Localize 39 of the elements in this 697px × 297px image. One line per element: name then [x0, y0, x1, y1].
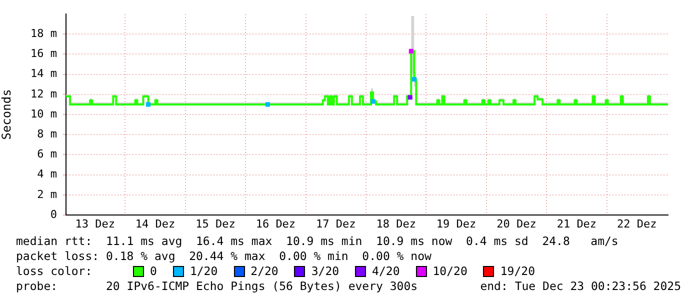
text: packet loss: 0.18 % avg 20.44 % max 0.00 % min 0.00 % now — [16, 249, 432, 264]
y-tick-label: 8 m — [37, 127, 58, 140]
x-tick-label: 13 Dez — [75, 217, 115, 230]
legend-title: loss color: — [16, 264, 94, 279]
legend-label: 19/20 — [500, 264, 535, 279]
y-tick-label: 2 m — [37, 188, 58, 201]
x-tick-label: 20 Dez — [496, 217, 536, 230]
x-tick-label: 18 Dez — [376, 217, 416, 230]
y-tick-label: 4 m — [37, 168, 58, 181]
legend-label: 1/20 — [190, 264, 218, 279]
x-tick-label: 15 Dez — [196, 217, 236, 230]
legend-label: 0 — [150, 264, 157, 279]
text: end: Tue Dec 23 00:23:56 2025 — [480, 279, 681, 294]
x-tick-label: 19 Dez — [436, 217, 476, 230]
y-tick-label: 14 m — [30, 67, 58, 80]
y-tick-label: 10 m — [30, 107, 58, 120]
y-tick-label: 18 m — [30, 26, 58, 40]
text: median rtt: 11.1 ms avg 16.4 ms max 10.9 ms min 10.9 ms now 0.4 ms sd 24.8 am/s — [16, 234, 620, 249]
point — [408, 95, 412, 100]
point — [265, 102, 270, 107]
point — [370, 99, 376, 104]
y-tick-label: 0 — [50, 208, 57, 221]
text: probe: 20 IPv6-ICMP Echo Pings (56 Bytes) every 300s — [16, 279, 418, 294]
legend-label: 2/20 — [250, 264, 278, 279]
x-tick-label: 14 Dez — [135, 217, 176, 230]
x-tick-label: 17 Dez — [316, 217, 356, 230]
x-tick-label: 16 Dez — [256, 217, 296, 230]
x-tick-label: 22 Dez — [617, 217, 657, 230]
point — [408, 48, 414, 54]
point — [412, 77, 416, 82]
legend-label: 10/20 — [432, 264, 468, 279]
y-tick-label: 16 m — [30, 47, 58, 60]
x-tick-label: 21 Dez — [556, 217, 597, 230]
legend-label: 3/20 — [311, 264, 340, 279]
legend-label: 4/20 — [372, 264, 400, 279]
point — [146, 102, 151, 107]
y-tick-label: 6 m — [37, 148, 58, 161]
y-tick-label: 12 m — [30, 87, 58, 100]
y-axis-title: Seconds — [0, 89, 14, 140]
